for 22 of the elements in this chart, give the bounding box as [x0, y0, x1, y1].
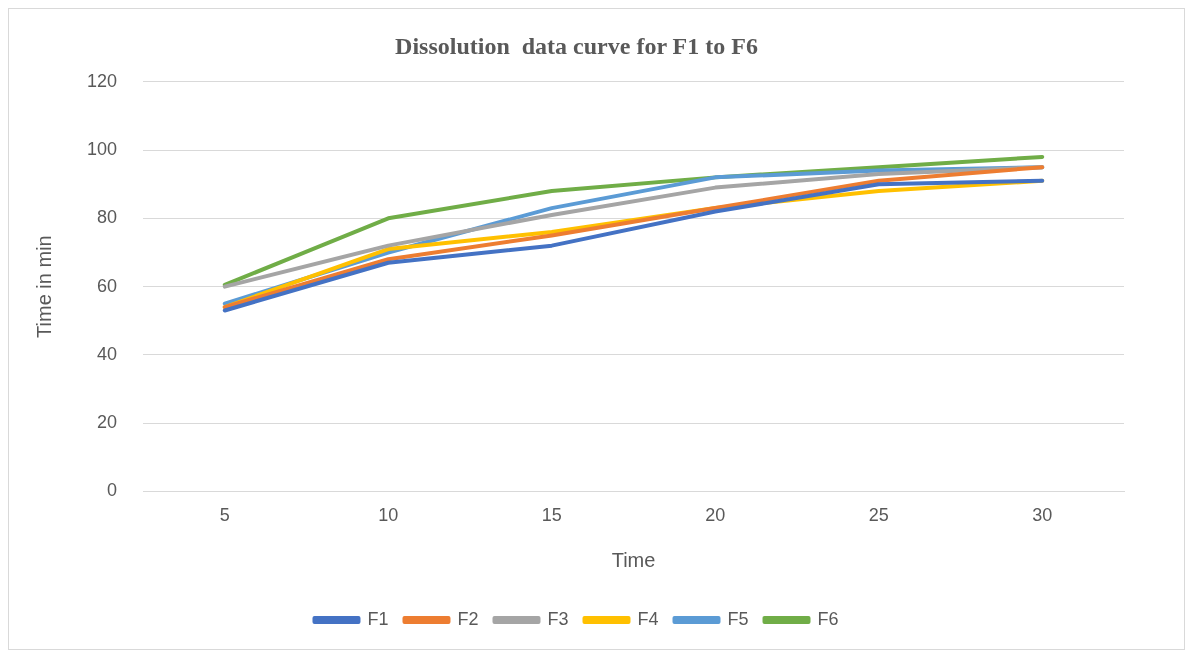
y-tick-label: 0: [107, 480, 118, 501]
legend-label: F6: [817, 608, 839, 629]
legend-label: F2: [457, 608, 479, 629]
legend-label: F1: [367, 608, 389, 629]
x-tick-label: 25: [868, 505, 889, 526]
y-tick-label: 100: [86, 139, 118, 160]
y-tick-label: 80: [97, 207, 118, 228]
y-tick-label: 120: [86, 70, 118, 91]
y-axis-title: Time in min: [32, 235, 55, 338]
legend-label: F3: [547, 608, 569, 629]
x-tick-label: 15: [541, 505, 562, 526]
x-tick-label: 20: [705, 505, 726, 526]
y-tick-label: 20: [97, 412, 118, 433]
x-tick-label: 30: [1032, 505, 1053, 526]
legend-label: F5: [727, 608, 749, 629]
x-axis-title: Time: [611, 548, 656, 571]
x-tick-label: 10: [378, 505, 399, 526]
x-tick-label: 5: [219, 505, 230, 526]
y-tick-label: 60: [97, 275, 118, 296]
y-tick-label: 40: [97, 343, 118, 364]
legend-label: F4: [637, 608, 659, 629]
chart-title: Dissolution data curve for F1 to F6: [395, 32, 758, 59]
